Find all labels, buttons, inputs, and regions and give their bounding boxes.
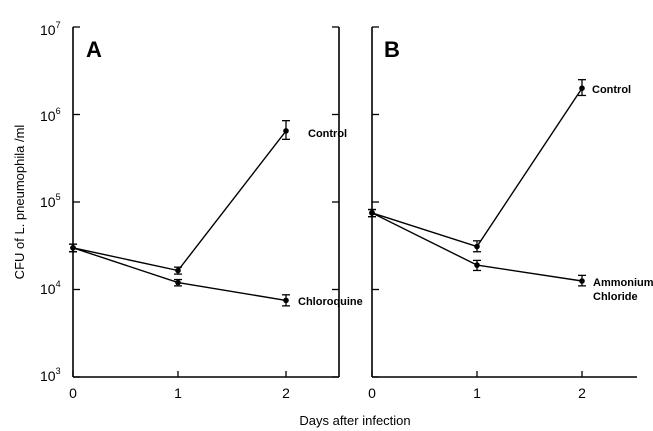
y-tick-label: 104 xyxy=(40,279,61,297)
series-label-chloroquine: Chloroquine xyxy=(298,296,363,308)
x-tick-label: 1 xyxy=(473,385,481,401)
x-tick-label: 2 xyxy=(578,385,586,401)
series-label-ammonium: Ammonium xyxy=(593,277,653,289)
series-label-chloride: Chloride xyxy=(593,291,638,303)
data-point xyxy=(283,297,289,304)
x-tick-label: 0 xyxy=(368,385,376,401)
series-line-control xyxy=(371,87,583,248)
data-point xyxy=(474,262,480,268)
series-label-control: Control xyxy=(308,128,347,140)
data-point xyxy=(369,210,375,216)
y-tick-label: 103 xyxy=(40,366,61,384)
panel-a-label: A xyxy=(86,37,102,62)
x-tick-label: 0 xyxy=(69,385,77,401)
x-tick-label: 2 xyxy=(282,385,290,401)
y-tick-labels: 107 106 105 104 103 xyxy=(40,20,61,384)
x-tick-labels: 0 1 2 0 1 2 xyxy=(69,385,586,401)
data-point xyxy=(283,128,289,134)
data-point xyxy=(579,278,585,284)
x-tick-label: 1 xyxy=(174,385,182,401)
series-label-control: Control xyxy=(592,84,631,96)
panel-a: A xyxy=(72,27,340,378)
series-labels: Control Chloroquine Control Ammonium Chl… xyxy=(298,84,653,308)
y-tick-label: 106 xyxy=(40,106,61,124)
y-axis-title: CFU of L. pneumophila /ml xyxy=(12,125,27,280)
data-point xyxy=(70,245,76,251)
data-marks xyxy=(69,79,586,307)
panel-b: B xyxy=(371,27,637,378)
y-tick-label: 107 xyxy=(40,20,61,38)
y-tick-label: 105 xyxy=(40,192,61,210)
data-point xyxy=(474,243,480,250)
data-point xyxy=(175,267,181,274)
panel-b-label: B xyxy=(384,37,400,62)
data-point xyxy=(579,85,585,91)
axis-ticks xyxy=(72,26,583,378)
x-axis-title: Days after infection xyxy=(299,413,410,428)
series-line-control xyxy=(72,130,287,272)
data-point xyxy=(175,279,181,286)
